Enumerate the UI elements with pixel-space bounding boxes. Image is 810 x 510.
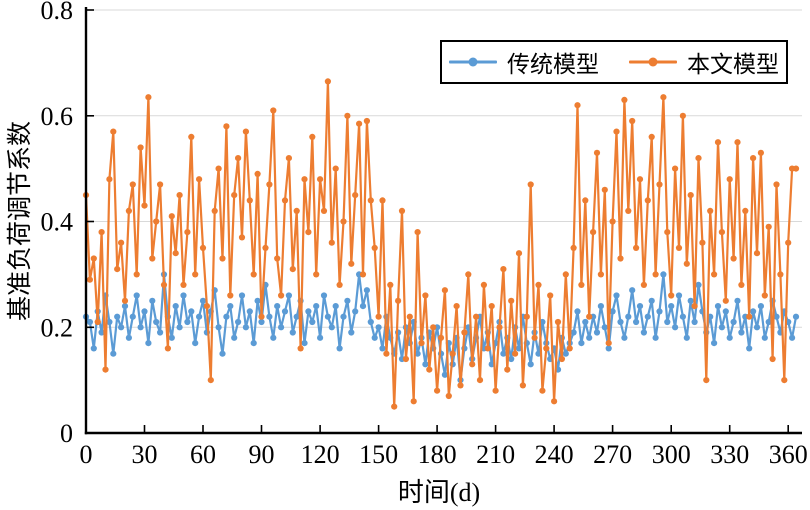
y-tick-labels: 0 0.2 0.4 0.6 0.8 — [41, 0, 74, 448]
svg-text:0.4: 0.4 — [41, 208, 74, 237]
legend-marker-icon — [468, 57, 478, 67]
svg-text:0.6: 0.6 — [41, 102, 74, 131]
svg-text:30: 30 — [132, 440, 158, 469]
svg-text:60: 60 — [190, 440, 216, 469]
legend-swatch-traditional — [449, 57, 497, 67]
legend-label-traditional: 传统模型 — [507, 52, 599, 77]
svg-text:330: 330 — [710, 440, 749, 469]
x-axis-title: 时间(d) — [397, 478, 481, 507]
svg-text:360: 360 — [769, 440, 808, 469]
legend-marker-icon — [648, 57, 658, 67]
svg-text:90: 90 — [249, 440, 275, 469]
y-axis-title: 基准负荷调节系数 — [7, 120, 34, 322]
svg-text:0: 0 — [80, 440, 93, 469]
svg-text:270: 270 — [593, 440, 632, 469]
svg-text:210: 210 — [476, 440, 515, 469]
svg-text:300: 300 — [652, 440, 691, 469]
series-markers-proposed — [82, 78, 800, 410]
x-tick-labels: 0 30 60 90 120 150 180 210 240 270 300 330 360 — [80, 440, 808, 469]
legend-entry-traditional: 传统模型 — [449, 45, 599, 79]
legend-swatch-proposed — [629, 57, 677, 67]
svg-text:180: 180 — [418, 440, 457, 469]
tick-marks — [85, 9, 790, 434]
svg-text:0: 0 — [60, 419, 73, 448]
legend: 传统模型 本文模型 — [440, 40, 788, 84]
svg-text:120: 120 — [301, 440, 340, 469]
svg-text:150: 150 — [359, 440, 398, 469]
svg-text:0.8: 0.8 — [41, 0, 74, 25]
legend-entry-proposed: 本文模型 — [629, 45, 779, 79]
svg-text:240: 240 — [535, 440, 574, 469]
svg-text:0.2: 0.2 — [41, 313, 74, 342]
legend-label-proposed: 本文模型 — [687, 52, 779, 77]
